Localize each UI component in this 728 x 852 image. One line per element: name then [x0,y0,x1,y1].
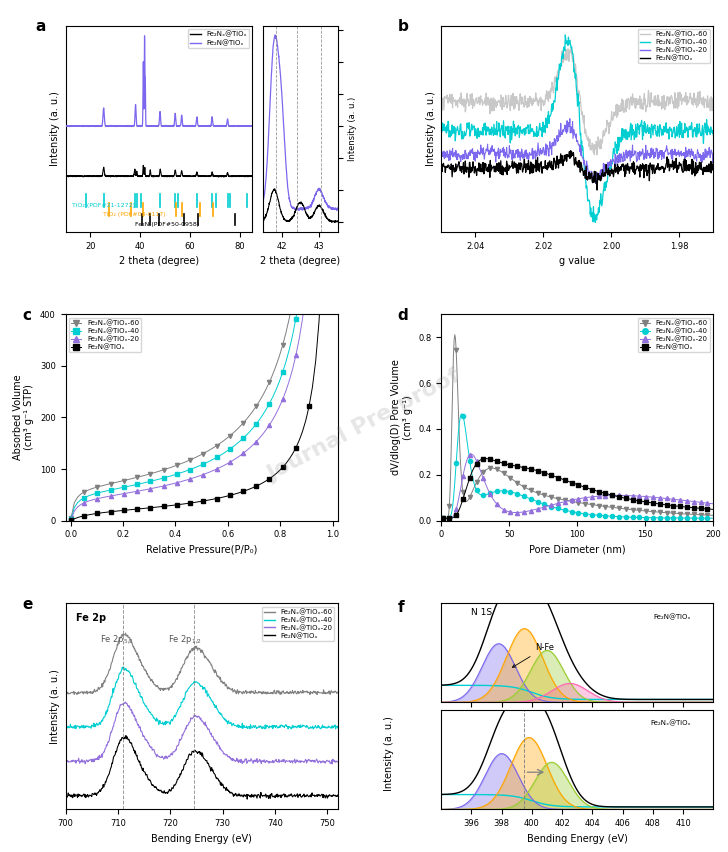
Text: e: e [22,597,32,612]
Y-axis label: Intensity (a. u.): Intensity (a. u.) [50,91,60,166]
Text: Fe 2p$_{1/2}$: Fe 2p$_{1/2}$ [167,634,202,647]
X-axis label: Bending Energy (eV): Bending Energy (eV) [527,833,628,843]
Y-axis label: Intensity (a. u.): Intensity (a. u.) [50,669,60,744]
Legend: Fe₂Nₓ@TiOₓ-60, Fe₂Nₓ@TiOₓ-40, Fe₂Nₓ@TiOₓ-20, Fe₂N@TiOₓ: Fe₂Nₓ@TiOₓ-60, Fe₂Nₓ@TiOₓ-40, Fe₂Nₓ@TiOₓ… [262,607,334,641]
X-axis label: g value: g value [559,256,596,266]
Y-axis label: Absorbed Volume
(cm³ g⁻¹ STP): Absorbed Volume (cm³ g⁻¹ STP) [13,375,34,460]
Y-axis label: dV/dlog(D) Pore Volume
(cm³ g⁻¹): dV/dlog(D) Pore Volume (cm³ g⁻¹) [391,360,413,475]
X-axis label: Pore Diameter (nm): Pore Diameter (nm) [529,545,625,555]
Y-axis label: Intensity (a. u.): Intensity (a. u.) [426,91,435,166]
Text: d: d [397,308,408,323]
Legend: Fe₂Nₓ@TiOₓ, Fe₂N@TiOₓ: Fe₂Nₓ@TiOₓ, Fe₂N@TiOₓ [189,29,249,49]
Y-axis label: Intensity (a. u.): Intensity (a. u.) [348,96,357,161]
Text: Fe₂Nₓ@TiOₓ: Fe₂Nₓ@TiOₓ [650,720,691,726]
Text: N 1S: N 1S [472,608,493,618]
Legend: Fe₂Nₓ@TiOₓ-60, Fe₂Nₓ@TiOₓ-40, Fe₂Nₓ@TiOₓ-20, Fe₂N@TiOₓ: Fe₂Nₓ@TiOₓ-60, Fe₂Nₓ@TiOₓ-40, Fe₂Nₓ@TiOₓ… [638,318,710,352]
Text: Intensity (a. u.): Intensity (a. u.) [384,717,395,792]
X-axis label: Relative Pressure(P/P₀): Relative Pressure(P/P₀) [146,545,257,555]
Text: Journal Pre-proof: Journal Pre-proof [264,366,464,486]
Text: Fe₂N@TiOₓ: Fe₂N@TiOₓ [653,613,691,620]
Text: TiO₂ (PDF#21-1272): TiO₂ (PDF#21-1272) [72,203,135,208]
Text: a: a [36,20,46,34]
Text: Fe₂N (PDF#50-0958): Fe₂N (PDF#50-0958) [135,222,199,227]
Text: TiO₂ (PDF#08-0117): TiO₂ (PDF#08-0117) [103,212,165,217]
Text: N-Fe: N-Fe [513,643,554,667]
X-axis label: 2 theta (degree): 2 theta (degree) [261,256,341,266]
Text: Fe 2p: Fe 2p [76,613,106,623]
X-axis label: 2 theta (degree): 2 theta (degree) [119,256,199,266]
Text: c: c [22,308,31,323]
Legend: Fe₂Nₓ@TiOₓ-60, Fe₂Nₓ@TiOₓ-40, Fe₂Nₓ@TiOₓ-20, Fe₂N@TiOₓ: Fe₂Nₓ@TiOₓ-60, Fe₂Nₓ@TiOₓ-40, Fe₂Nₓ@TiOₓ… [69,318,141,352]
Legend: Fe₂Nₓ@TiOₓ-60, Fe₂Nₓ@TiOₓ-40, Fe₂Nₓ@TiOₓ-20, Fe₂N@TiOₓ: Fe₂Nₓ@TiOₓ-60, Fe₂Nₓ@TiOₓ-40, Fe₂Nₓ@TiOₓ… [638,29,710,63]
Text: Fe 2p$_{5/2}$: Fe 2p$_{5/2}$ [100,634,134,647]
Text: b: b [397,20,408,34]
X-axis label: Bending Energy (eV): Bending Energy (eV) [151,833,252,843]
Text: f: f [397,600,404,615]
